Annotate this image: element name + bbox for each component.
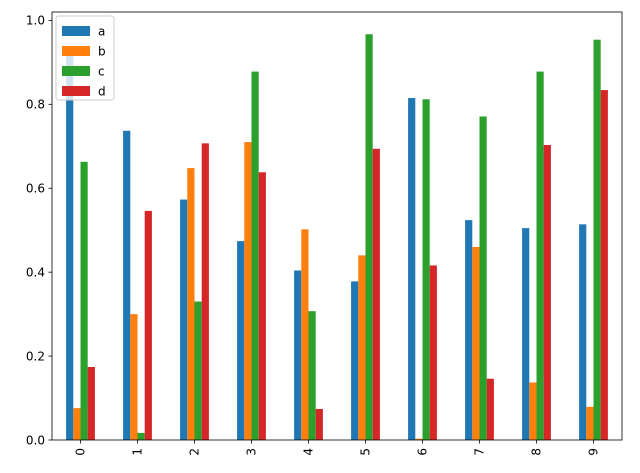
bar-b-8 <box>529 382 537 440</box>
x-tick-label: 2 <box>188 448 202 456</box>
bar-d-2 <box>201 143 209 440</box>
bar-d-1 <box>144 210 152 440</box>
bar-d-0 <box>87 366 95 440</box>
x-tick-label: 1 <box>131 448 145 456</box>
legend-swatch-d <box>62 86 90 96</box>
x-tick-label: 9 <box>587 448 601 456</box>
bar-c-0 <box>80 161 88 441</box>
bar-a-3 <box>237 241 245 440</box>
axes: 0.0 0.2 0.4 0.6 0.8 1.0 0 1 2 3 4 5 6 7 8 9 <box>26 11 623 456</box>
bar-d-4 <box>315 408 323 440</box>
bar-c-5 <box>365 34 373 441</box>
bar-c-3 <box>251 71 259 440</box>
bar-a-0 <box>66 53 74 441</box>
y-tick-label: 0.4 <box>26 265 45 279</box>
x-tick-label: 8 <box>530 448 544 456</box>
bar-b-5 <box>358 255 366 440</box>
bar-b-7 <box>472 246 480 440</box>
legend-label-a: a <box>98 25 105 39</box>
legend-label-c: c <box>98 65 105 79</box>
bar-d-5 <box>372 148 380 441</box>
bar-a-1 <box>123 130 131 440</box>
x-tick-label: 6 <box>416 448 430 456</box>
bar-c-6 <box>422 99 430 440</box>
bar-c-1 <box>137 432 145 440</box>
legend-label-d: d <box>98 85 106 99</box>
bar-a-9 <box>579 224 587 440</box>
bar-b-2 <box>187 168 195 440</box>
bar-b-3 <box>244 142 252 440</box>
bar-b-6 <box>415 438 423 440</box>
legend-box <box>55 15 115 101</box>
legend-swatch-c <box>62 66 90 76</box>
bar-d-6 <box>429 265 437 440</box>
bar-a-4 <box>294 270 302 440</box>
y-tick-label: 1.0 <box>26 14 45 28</box>
x-tick-label: 4 <box>302 448 316 456</box>
bar-c-7 <box>479 116 487 440</box>
bar-b-0 <box>73 408 81 440</box>
y-tick-label: 0.0 <box>26 433 45 447</box>
bar-c-9 <box>593 39 601 440</box>
plot-frame <box>51 11 623 441</box>
bar-b-9 <box>586 406 594 440</box>
y-tick-label: 0.6 <box>26 182 45 196</box>
bar-a-5 <box>351 281 359 440</box>
bar-b-1 <box>130 314 138 440</box>
legend-swatch-a <box>62 26 90 36</box>
bar-d-8 <box>543 145 551 440</box>
bar-d-7 <box>486 378 494 440</box>
bars-layer <box>66 34 608 441</box>
x-tick-label: 3 <box>245 448 259 456</box>
x-tick-label: 0 <box>74 448 88 456</box>
bar-a-8 <box>522 228 530 440</box>
bar-d-3 <box>258 172 266 441</box>
y-tick-label: 0.2 <box>26 349 45 363</box>
bar-d-9 <box>600 90 608 441</box>
bar-c-2 <box>194 301 202 440</box>
legend-label-b: b <box>98 45 106 59</box>
x-tick-label: 7 <box>473 448 487 456</box>
bar-c-4 <box>308 311 316 440</box>
bar-a-6 <box>408 98 416 441</box>
bar-a-7 <box>465 220 473 440</box>
legend-swatch-b <box>62 46 90 56</box>
bar-a-2 <box>180 199 188 440</box>
bar-b-4 <box>301 229 309 440</box>
x-tick-label: 5 <box>359 448 373 456</box>
y-tick-label: 0.8 <box>26 98 45 112</box>
bar-c-8 <box>536 71 544 440</box>
